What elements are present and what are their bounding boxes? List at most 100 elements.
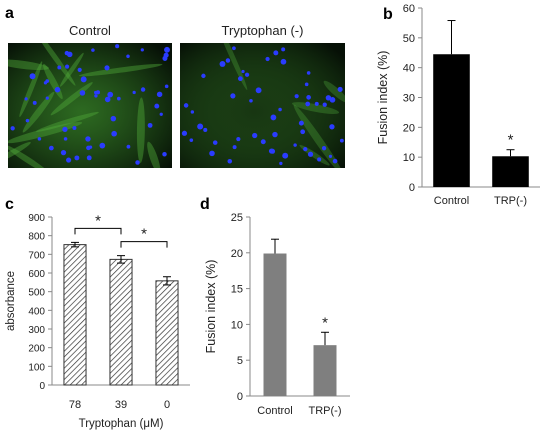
nucleus <box>298 120 304 126</box>
nucleus <box>329 124 335 130</box>
nucleus <box>147 122 153 128</box>
y-tick-label: 900 <box>28 213 45 224</box>
y-tick-label: 50 <box>403 33 415 45</box>
nucleus <box>10 126 15 131</box>
bar <box>313 345 337 396</box>
x-tick-label: 39 <box>115 399 127 411</box>
x-tick-label: TRP(-) <box>309 405 342 417</box>
nucleus <box>332 158 338 164</box>
nucleus <box>325 95 332 101</box>
y-tick-label: 30 <box>403 93 415 105</box>
panel-label-a: a <box>5 5 14 22</box>
y-axis-label: absorbance <box>5 271 17 331</box>
nucleus <box>230 93 236 99</box>
cell-body <box>19 61 43 118</box>
nucleus <box>322 102 327 107</box>
nucleus <box>74 155 80 161</box>
nucleus <box>321 145 327 151</box>
nucleus <box>273 50 279 56</box>
nucleus <box>260 139 266 145</box>
nucleus <box>209 150 215 157</box>
nucleus <box>219 61 226 67</box>
cell-body <box>8 59 49 70</box>
cell-body <box>78 63 163 77</box>
comparison-bracket <box>120 241 168 248</box>
nucleus <box>241 69 245 74</box>
nucleus <box>132 90 136 95</box>
y-tick-label: 200 <box>28 344 45 355</box>
comparison-label: * <box>141 226 147 243</box>
nucleus <box>104 65 110 71</box>
nucleus <box>183 103 189 108</box>
nucleus <box>307 151 314 157</box>
cell-body <box>147 141 161 168</box>
nucleus <box>314 101 319 106</box>
nucleus <box>306 71 311 75</box>
nucleus <box>337 86 343 92</box>
nucleus <box>164 84 169 89</box>
y-tick-label: 700 <box>28 250 45 261</box>
bar <box>109 258 133 386</box>
nucleus <box>225 58 231 63</box>
y-tick-label: 400 <box>28 306 45 317</box>
nucleus <box>328 154 333 158</box>
nucleus <box>99 142 106 149</box>
y-axis-label: Fusion index (%) <box>204 260 218 354</box>
micrograph-tryptophan <box>180 43 345 168</box>
nucleus <box>104 96 111 103</box>
nucleus <box>279 161 283 166</box>
nucleus <box>54 86 61 93</box>
nucleus <box>24 97 28 101</box>
nucleus <box>232 46 236 51</box>
y-tick-label: 300 <box>28 325 45 336</box>
nucleus <box>159 112 163 116</box>
nucleus <box>140 87 146 92</box>
nucleus <box>95 90 101 95</box>
nucleus <box>252 132 258 139</box>
y-tick-label: 0 <box>409 182 415 194</box>
nucleus <box>48 145 54 151</box>
nucleus <box>116 96 121 101</box>
nucleus <box>64 64 70 69</box>
panel-label-d: d <box>200 196 210 213</box>
y-tick-label: 25 <box>231 212 243 224</box>
nucleus <box>265 56 270 62</box>
micrograph-title-control: Control <box>69 23 111 38</box>
nucleus <box>255 87 262 94</box>
x-tick-label: 78 <box>69 399 81 411</box>
nucleus <box>88 145 93 149</box>
nucleus <box>300 129 306 135</box>
y-tick-label: 10 <box>231 319 243 331</box>
bar <box>63 244 87 386</box>
nucleus <box>303 147 308 152</box>
nucleus <box>79 90 86 96</box>
y-axis-label: Fusion index (%) <box>376 51 390 145</box>
nucleus <box>293 143 297 147</box>
nucleus <box>62 126 68 132</box>
bar <box>492 156 529 187</box>
nucleus <box>80 76 87 83</box>
nucleus <box>45 79 50 83</box>
nucleus <box>29 73 36 80</box>
cell-body <box>213 43 248 91</box>
nucleus <box>63 137 68 141</box>
cell-body <box>35 111 99 132</box>
nucleus <box>115 44 120 49</box>
nucleus <box>156 91 163 98</box>
nucleus <box>270 114 277 121</box>
chart-c: 0 100 200 300 400 500 600 700 800 900 78 39 0 * * absor… <box>5 212 190 430</box>
nucleus <box>212 140 218 145</box>
chart-d: 0 5 10 15 20 25 Control * TRP(-) Fusion index (%) <box>204 212 350 417</box>
nucleus <box>339 138 344 143</box>
nucleus <box>135 160 140 165</box>
y-tick-label: 100 <box>28 362 45 373</box>
nucleus <box>66 157 72 163</box>
significance-marker: * <box>322 314 328 331</box>
y-tick-label: 60 <box>403 3 415 15</box>
cell-body <box>136 97 145 163</box>
y-tick-label: 20 <box>231 248 243 260</box>
cell-body <box>8 141 31 164</box>
nucleus <box>32 100 37 105</box>
bar <box>433 54 470 187</box>
x-tick-label: Control <box>434 195 469 207</box>
